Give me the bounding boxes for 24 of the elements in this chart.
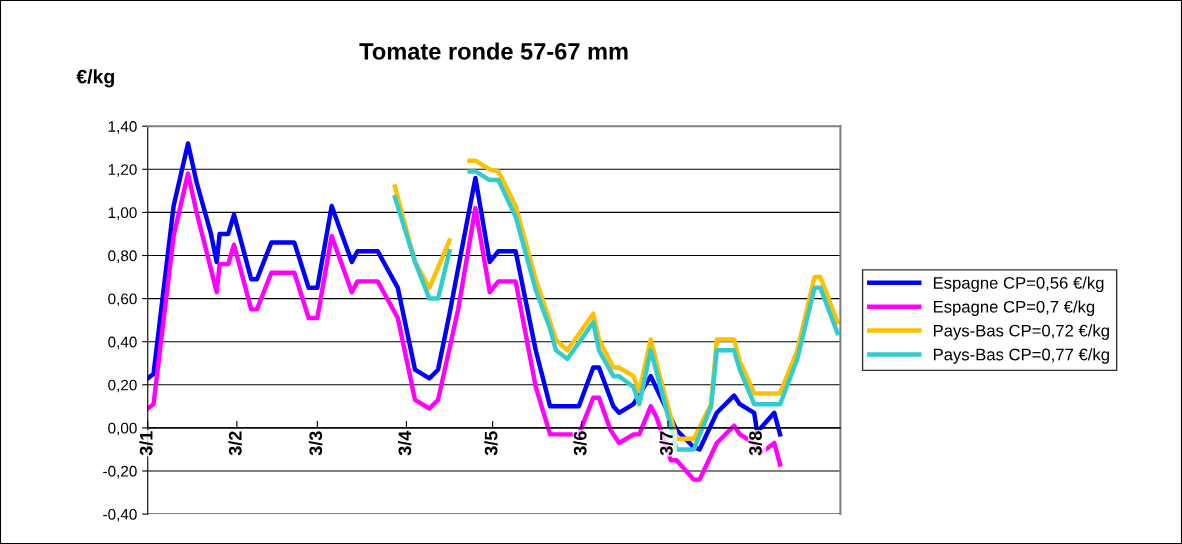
- y-tick-label: 1,40: [108, 121, 137, 134]
- y-axis-title: €/kg: [76, 69, 114, 88]
- x-tick-label: 3/5: [484, 431, 498, 456]
- x-tick-label: 3/4: [398, 430, 412, 456]
- y-tick-label: 1,00: [108, 207, 137, 220]
- y-tick-label: 0,40: [108, 336, 137, 350]
- y-tick-label: 0,20: [108, 379, 137, 393]
- legend-label: Espagne CP=0,56 €/kg: [933, 276, 1104, 293]
- chart-title: Tomate ronde 57-67 mm: [359, 42, 628, 60]
- y-tick-label: 0,80: [108, 250, 137, 263]
- x-tick-label: 3/2: [228, 431, 242, 456]
- x-tick-label: 3/6: [573, 431, 587, 456]
- x-tick-label: 3/1: [139, 431, 153, 456]
- x-tick-label: 3/7: [659, 431, 673, 456]
- y-tick-label: 0,60: [108, 293, 137, 307]
- y-tick-label: -0,40: [103, 508, 137, 522]
- x-tick-label: 3/3: [308, 431, 323, 456]
- y-tick-label: -0,20: [103, 465, 137, 479]
- y-tick-label: 0,00: [108, 422, 137, 436]
- legend-label: Pays-Bas CP=0,72 €/kg: [933, 324, 1109, 340]
- x-tick-label: 3/8: [748, 431, 763, 456]
- legend-label: Espagne CP=0,7 €/kg: [933, 300, 1095, 316]
- legend-label: Pays-Bas CP=0,77 €/kg: [933, 348, 1109, 364]
- y-tick-label: 1,20: [108, 164, 137, 177]
